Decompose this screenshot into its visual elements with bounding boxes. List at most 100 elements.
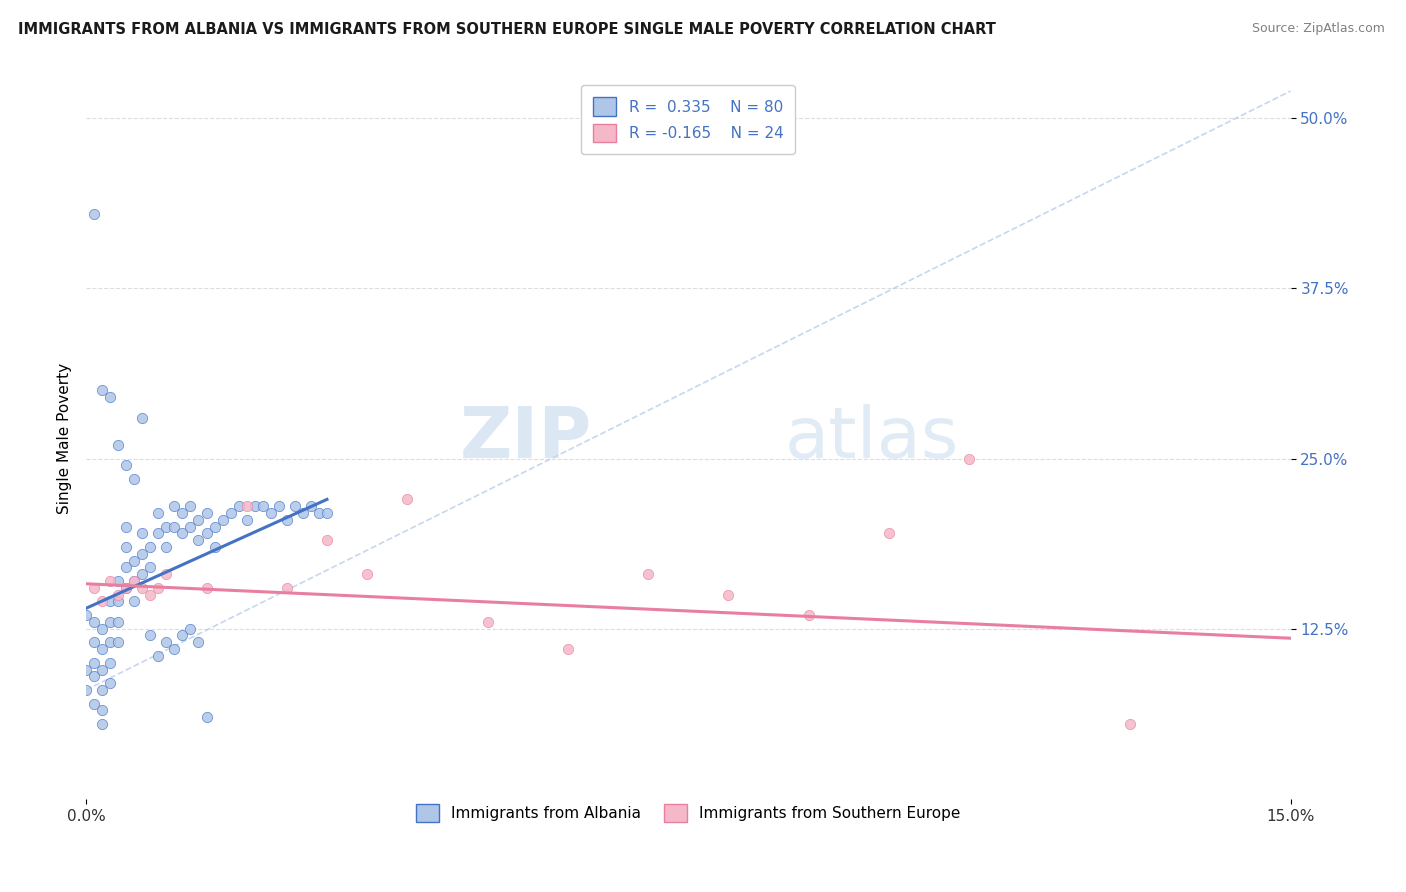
Point — [148, 506, 170, 520]
Point — [131, 581, 153, 595]
Point — [356, 567, 378, 582]
Point — [235, 499, 257, 513]
Point — [107, 615, 129, 629]
Point — [107, 635, 129, 649]
Point — [717, 588, 740, 602]
Point — [139, 560, 162, 574]
Point — [195, 581, 218, 595]
Point — [252, 499, 274, 513]
Point — [179, 499, 201, 513]
Legend: Immigrants from Albania, Immigrants from Southern Europe: Immigrants from Albania, Immigrants from… — [404, 791, 973, 835]
Point — [131, 526, 153, 541]
Point — [228, 499, 250, 513]
Point — [276, 513, 298, 527]
Point — [187, 513, 209, 527]
Point — [91, 594, 114, 608]
Point — [155, 519, 177, 533]
Point — [98, 390, 121, 404]
Point — [187, 635, 209, 649]
Point — [172, 628, 194, 642]
Point — [396, 492, 419, 507]
Point — [107, 588, 129, 602]
Point — [131, 547, 153, 561]
Point — [172, 506, 194, 520]
Point — [637, 567, 659, 582]
Point — [308, 506, 330, 520]
Point — [98, 615, 121, 629]
Point — [163, 499, 186, 513]
Point — [91, 717, 114, 731]
Point — [115, 458, 138, 473]
Point — [276, 581, 298, 595]
Point — [75, 682, 97, 697]
Point — [877, 526, 900, 541]
Point — [797, 608, 820, 623]
Point — [83, 697, 105, 711]
Point — [267, 499, 290, 513]
Point — [98, 574, 121, 588]
Text: Source: ZipAtlas.com: Source: ZipAtlas.com — [1251, 22, 1385, 36]
Point — [91, 642, 114, 657]
Point — [107, 438, 129, 452]
Point — [122, 594, 145, 608]
Point — [195, 506, 218, 520]
Point — [139, 628, 162, 642]
Point — [107, 574, 129, 588]
Point — [1119, 717, 1142, 731]
Point — [83, 635, 105, 649]
Point — [122, 574, 145, 588]
Point — [148, 526, 170, 541]
Text: ZIP: ZIP — [460, 404, 592, 473]
Point — [131, 410, 153, 425]
Point — [187, 533, 209, 548]
Point — [477, 615, 499, 629]
Point — [98, 676, 121, 690]
Point — [75, 663, 97, 677]
Point — [148, 648, 170, 663]
Point — [291, 506, 314, 520]
Point — [75, 608, 97, 623]
Point — [155, 635, 177, 649]
Point — [98, 594, 121, 608]
Point — [83, 581, 105, 595]
Point — [122, 574, 145, 588]
Point — [163, 642, 186, 657]
Point — [131, 567, 153, 582]
Point — [115, 581, 138, 595]
Point — [219, 506, 242, 520]
Point — [91, 663, 114, 677]
Point — [139, 540, 162, 554]
Point — [83, 669, 105, 683]
Point — [115, 519, 138, 533]
Text: IMMIGRANTS FROM ALBANIA VS IMMIGRANTS FROM SOUTHERN EUROPE SINGLE MALE POVERTY C: IMMIGRANTS FROM ALBANIA VS IMMIGRANTS FR… — [18, 22, 997, 37]
Point — [155, 567, 177, 582]
Point — [115, 540, 138, 554]
Point — [557, 642, 579, 657]
Point — [98, 635, 121, 649]
Point — [107, 594, 129, 608]
Point — [91, 682, 114, 697]
Point — [299, 499, 322, 513]
Point — [155, 540, 177, 554]
Point — [235, 513, 257, 527]
Point — [91, 703, 114, 717]
Point — [957, 451, 980, 466]
Point — [284, 499, 307, 513]
Point — [163, 519, 186, 533]
Point — [139, 588, 162, 602]
Point — [83, 206, 105, 220]
Point — [179, 519, 201, 533]
Y-axis label: Single Male Poverty: Single Male Poverty — [58, 362, 72, 514]
Point — [195, 526, 218, 541]
Point — [260, 506, 283, 520]
Point — [98, 656, 121, 670]
Point — [316, 533, 339, 548]
Point — [148, 581, 170, 595]
Point — [91, 384, 114, 398]
Point — [83, 615, 105, 629]
Point — [115, 560, 138, 574]
Point — [211, 513, 233, 527]
Point — [316, 506, 339, 520]
Point — [179, 622, 201, 636]
Point — [172, 526, 194, 541]
